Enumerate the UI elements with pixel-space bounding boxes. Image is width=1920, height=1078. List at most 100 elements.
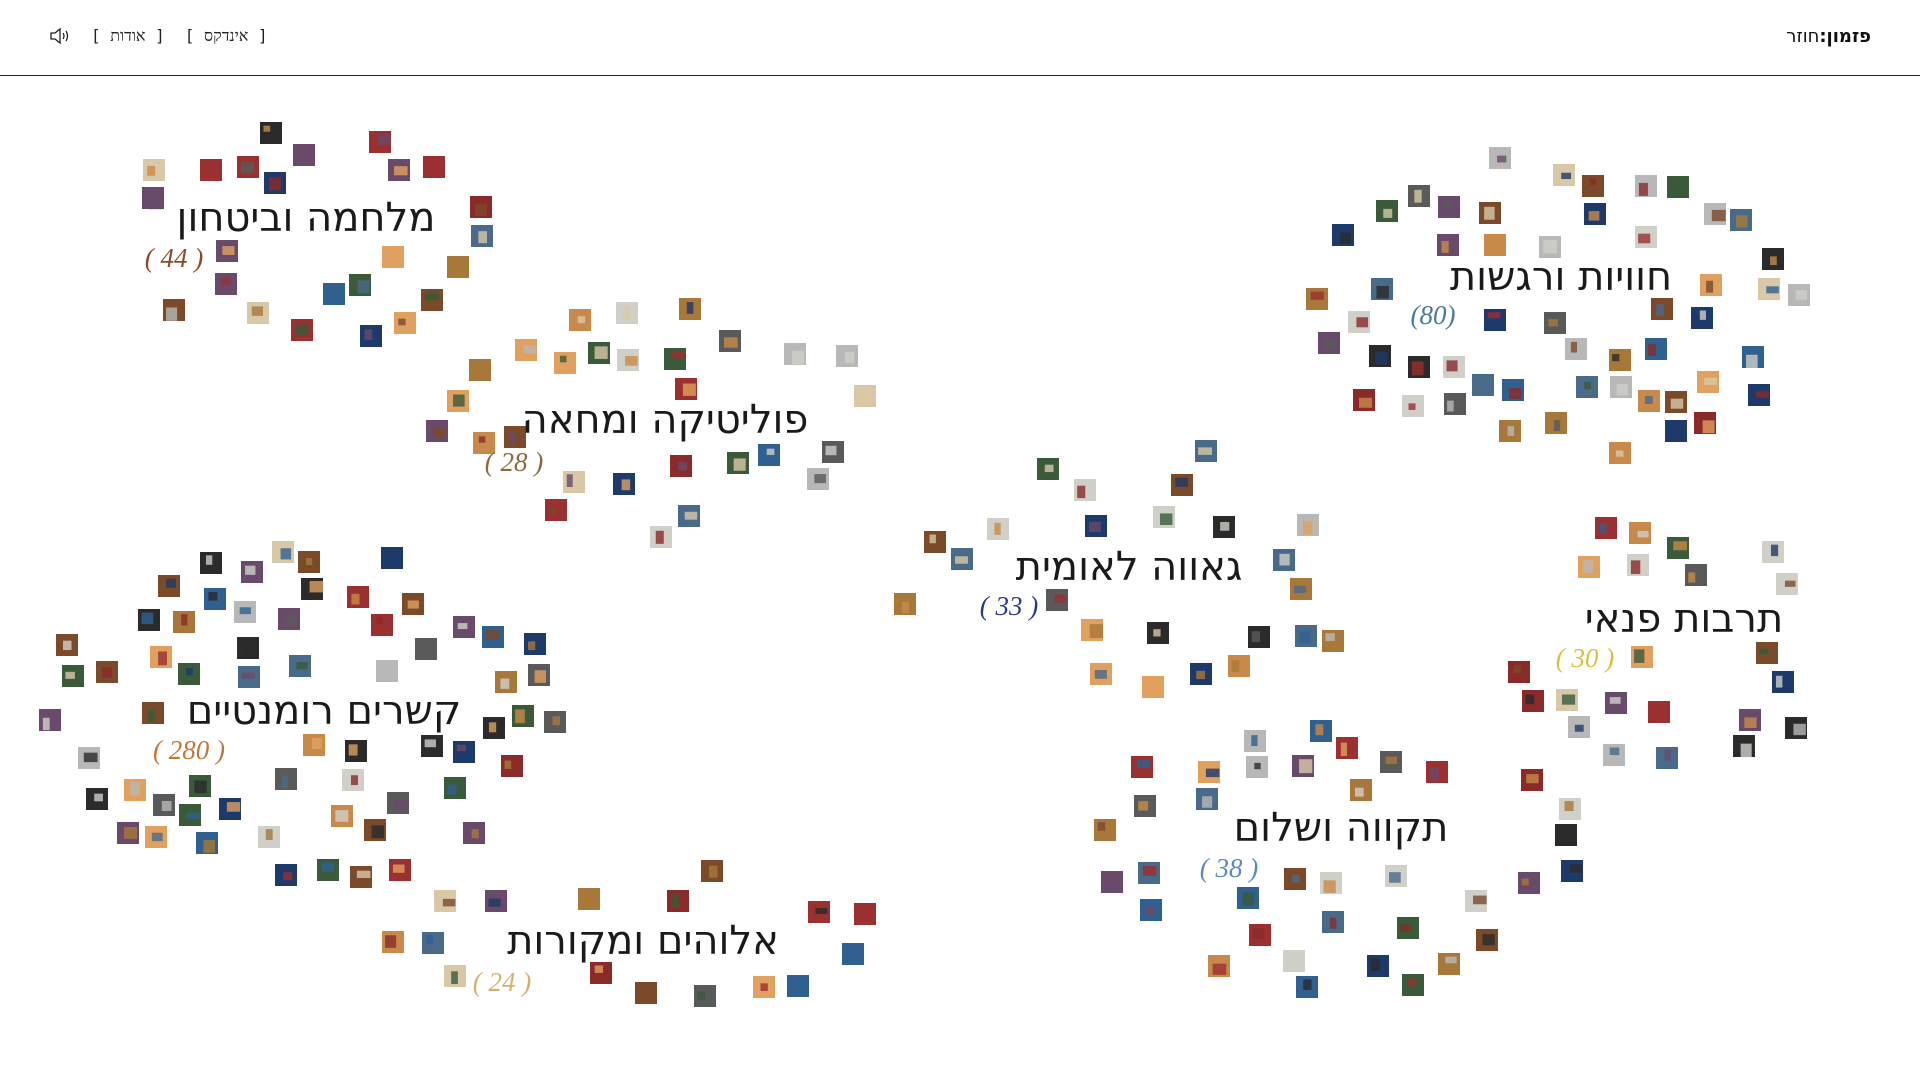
- album-cover[interactable]: [495, 671, 517, 693]
- album-cover[interactable]: [421, 289, 443, 311]
- album-cover[interactable]: [1603, 744, 1625, 766]
- album-cover[interactable]: [117, 822, 139, 844]
- album-cover[interactable]: [78, 747, 100, 769]
- album-cover[interactable]: [1756, 642, 1778, 664]
- album-cover[interactable]: [1408, 185, 1430, 207]
- album-cover[interactable]: [143, 159, 165, 181]
- album-cover[interactable]: [1101, 871, 1123, 893]
- album-cover[interactable]: [1502, 379, 1524, 401]
- album-cover[interactable]: [381, 547, 403, 569]
- album-cover[interactable]: [463, 822, 485, 844]
- album-cover[interactable]: [617, 349, 639, 371]
- album-cover[interactable]: [1742, 346, 1764, 368]
- album-cover[interactable]: [1776, 573, 1798, 595]
- album-cover[interactable]: [578, 888, 600, 910]
- album-cover[interactable]: [1297, 514, 1319, 536]
- album-cover[interactable]: [145, 826, 167, 848]
- album-cover[interactable]: [1665, 391, 1687, 413]
- album-cover[interactable]: [1318, 332, 1340, 354]
- album-cover[interactable]: [423, 156, 445, 178]
- album-cover[interactable]: [1697, 371, 1719, 393]
- album-cover[interactable]: [1348, 311, 1370, 333]
- album-cover[interactable]: [616, 302, 638, 324]
- album-cover[interactable]: [1306, 288, 1328, 310]
- album-cover[interactable]: [1610, 376, 1632, 398]
- album-cover[interactable]: [1582, 175, 1604, 197]
- album-cover[interactable]: [1568, 716, 1590, 738]
- album-cover[interactable]: [434, 890, 456, 912]
- album-cover[interactable]: [670, 455, 692, 477]
- album-cover[interactable]: [200, 159, 222, 181]
- album-cover[interactable]: [1385, 865, 1407, 887]
- album-cover[interactable]: [485, 890, 507, 912]
- album-cover[interactable]: [382, 246, 404, 268]
- album-cover[interactable]: [415, 638, 437, 660]
- album-cover[interactable]: [569, 309, 591, 331]
- album-cover[interactable]: [237, 156, 259, 178]
- album-cover[interactable]: [1518, 872, 1540, 894]
- album-cover[interactable]: [1553, 164, 1575, 186]
- album-cover[interactable]: [1730, 209, 1752, 231]
- album-cover[interactable]: [1556, 689, 1578, 711]
- album-cover[interactable]: [317, 859, 339, 881]
- album-cover[interactable]: [1397, 917, 1419, 939]
- album-cover[interactable]: [345, 740, 367, 762]
- album-cover[interactable]: [808, 901, 830, 923]
- album-cover[interactable]: [1465, 890, 1487, 912]
- album-cover[interactable]: [1208, 955, 1230, 977]
- album-cover[interactable]: [1296, 976, 1318, 998]
- album-cover[interactable]: [275, 768, 297, 790]
- album-cover[interactable]: [1627, 554, 1649, 576]
- album-cover[interactable]: [1444, 393, 1466, 415]
- album-cover[interactable]: [291, 319, 313, 341]
- album-cover[interactable]: [278, 608, 300, 630]
- album-cover[interactable]: [189, 775, 211, 797]
- album-cover[interactable]: [1213, 516, 1235, 538]
- album-cover[interactable]: [394, 312, 416, 334]
- album-cover[interactable]: [951, 548, 973, 570]
- album-cover[interactable]: [650, 526, 672, 548]
- album-cover[interactable]: [1508, 661, 1530, 683]
- album-cover[interactable]: [124, 779, 146, 801]
- album-cover[interactable]: [388, 159, 410, 181]
- album-cover[interactable]: [1704, 203, 1726, 225]
- album-cover[interactable]: [1665, 420, 1687, 442]
- album-cover[interactable]: [1369, 345, 1391, 367]
- cluster-title[interactable]: חוויות ורגשות: [1450, 254, 1672, 300]
- album-cover[interactable]: [1284, 868, 1306, 890]
- album-cover[interactable]: [528, 664, 550, 686]
- album-cover[interactable]: [1648, 701, 1670, 723]
- album-cover[interactable]: [1476, 929, 1498, 951]
- album-cover[interactable]: [1142, 676, 1164, 698]
- album-cover[interactable]: [482, 626, 504, 648]
- album-cover[interactable]: [142, 702, 164, 724]
- album-cover[interactable]: [1134, 795, 1156, 817]
- album-cover[interactable]: [1320, 872, 1342, 894]
- album-cover[interactable]: [138, 609, 160, 631]
- album-cover[interactable]: [544, 711, 566, 733]
- album-cover[interactable]: [1631, 646, 1653, 668]
- nav-index[interactable]: [ אינדקס ]: [184, 26, 268, 45]
- album-cover[interactable]: [247, 302, 269, 324]
- album-cover[interactable]: [1283, 950, 1305, 972]
- album-cover[interactable]: [1667, 176, 1689, 198]
- album-cover[interactable]: [1138, 862, 1160, 884]
- album-cover[interactable]: [298, 551, 320, 573]
- album-cover[interactable]: [753, 976, 775, 998]
- album-cover[interactable]: [1408, 356, 1430, 378]
- album-cover[interactable]: [694, 985, 716, 1007]
- album-cover[interactable]: [1685, 564, 1707, 586]
- cluster-title[interactable]: קשרים רומנטיים: [187, 688, 462, 734]
- album-cover[interactable]: [1638, 390, 1660, 412]
- album-cover[interactable]: [1249, 924, 1271, 946]
- album-cover[interactable]: [342, 769, 364, 791]
- album-cover[interactable]: [238, 666, 260, 688]
- album-cover[interactable]: [1147, 622, 1169, 644]
- album-cover[interactable]: [675, 378, 697, 400]
- album-cover[interactable]: [444, 965, 466, 987]
- album-cover[interactable]: [272, 541, 294, 563]
- album-cover[interactable]: [1565, 338, 1587, 360]
- album-cover[interactable]: [293, 144, 315, 166]
- album-cover[interactable]: [1635, 226, 1657, 248]
- album-cover[interactable]: [1635, 175, 1657, 197]
